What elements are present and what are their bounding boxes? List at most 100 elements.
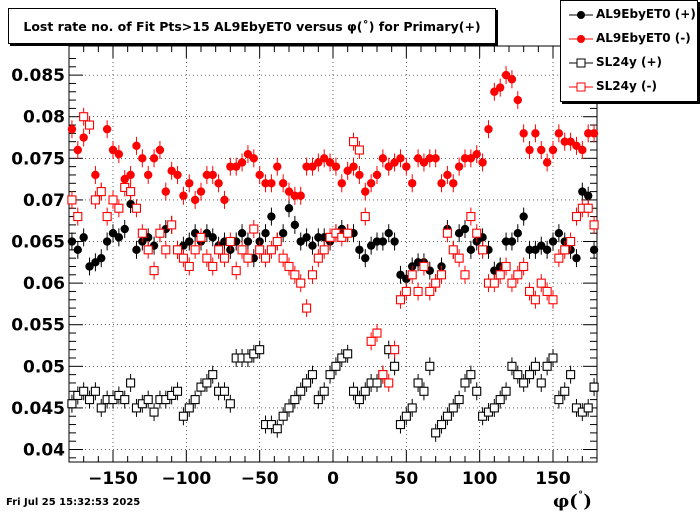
legend-entry-al9-minus: AL9EbyET0 (-) bbox=[561, 28, 697, 50]
data-point bbox=[583, 203, 593, 213]
data-point bbox=[290, 191, 300, 200]
data-point bbox=[137, 228, 147, 238]
data-point bbox=[67, 399, 77, 409]
data-point bbox=[178, 411, 188, 421]
data-point bbox=[524, 286, 535, 296]
data-point bbox=[454, 395, 464, 405]
data-point bbox=[519, 212, 528, 221]
data-point bbox=[360, 386, 370, 396]
data-point bbox=[284, 403, 294, 413]
data-point bbox=[114, 203, 124, 213]
data-point bbox=[513, 270, 523, 280]
data-point bbox=[79, 133, 88, 142]
data-point bbox=[589, 129, 599, 138]
data-point bbox=[272, 236, 282, 247]
data-point bbox=[554, 395, 564, 405]
plot-frame bbox=[68, 45, 598, 463]
data-point bbox=[243, 237, 253, 246]
data-point bbox=[372, 170, 382, 180]
data-point bbox=[178, 253, 188, 263]
data-point bbox=[542, 361, 552, 371]
data-point bbox=[79, 386, 89, 396]
data-point bbox=[442, 228, 452, 238]
data-point bbox=[255, 345, 265, 355]
data-point bbox=[343, 349, 353, 359]
data-point bbox=[290, 270, 300, 280]
data-point bbox=[513, 229, 522, 238]
data-point bbox=[237, 245, 247, 255]
data-point bbox=[155, 228, 165, 238]
data-point bbox=[208, 233, 217, 242]
data-point bbox=[126, 187, 136, 197]
data-point bbox=[536, 378, 546, 388]
data-point bbox=[589, 245, 599, 255]
data-point bbox=[390, 237, 399, 246]
legend-label: AL9EbyET0 (-) bbox=[596, 31, 691, 45]
data-point bbox=[96, 187, 106, 197]
data-point bbox=[126, 170, 135, 180]
y-tick-label: 0.045 bbox=[11, 399, 65, 419]
data-point bbox=[390, 345, 400, 355]
data-point bbox=[237, 158, 247, 167]
data-point bbox=[144, 170, 153, 180]
data-point bbox=[537, 241, 546, 250]
data-point bbox=[73, 145, 83, 155]
data-point bbox=[436, 270, 447, 280]
data-point bbox=[460, 224, 470, 234]
y-tick-label: 0.085 bbox=[11, 66, 65, 86]
data-point bbox=[202, 378, 212, 388]
data-point bbox=[401, 286, 411, 296]
data-point bbox=[572, 141, 581, 151]
y-tick-label: 0.08 bbox=[23, 108, 65, 128]
data-point bbox=[361, 187, 370, 196]
data-point bbox=[97, 253, 106, 263]
data-point bbox=[396, 270, 405, 279]
data-point bbox=[231, 266, 241, 276]
data-point bbox=[589, 220, 599, 230]
data-point bbox=[448, 245, 458, 255]
data-point bbox=[278, 411, 288, 421]
data-point bbox=[466, 154, 476, 163]
data-point bbox=[319, 245, 329, 255]
data-point bbox=[284, 204, 294, 213]
data-point bbox=[225, 236, 235, 247]
data-point bbox=[102, 237, 112, 246]
x-tick-label: 50 bbox=[394, 469, 418, 489]
data-point bbox=[372, 237, 382, 246]
data-point bbox=[90, 195, 100, 205]
data-point bbox=[589, 382, 599, 392]
data-point bbox=[108, 145, 118, 155]
data-point bbox=[537, 145, 546, 155]
data-point bbox=[284, 261, 294, 272]
data-point bbox=[372, 378, 382, 388]
data-point bbox=[184, 261, 194, 272]
x-tick-label: 100 bbox=[462, 469, 498, 489]
data-point bbox=[584, 129, 593, 138]
data-point bbox=[149, 154, 159, 163]
data-point bbox=[548, 145, 558, 155]
data-point bbox=[190, 195, 200, 205]
data-point bbox=[225, 399, 235, 409]
data-point bbox=[143, 395, 153, 405]
x-tick-label: −150 bbox=[88, 469, 138, 489]
data-point bbox=[437, 179, 446, 188]
data-point bbox=[214, 245, 224, 255]
data-point bbox=[126, 378, 136, 388]
data-point bbox=[530, 295, 540, 305]
legend-label: SL24y (+) bbox=[596, 55, 663, 69]
data-point bbox=[425, 286, 435, 296]
data-point bbox=[190, 395, 200, 405]
data-point bbox=[360, 212, 370, 222]
data-point bbox=[102, 212, 112, 222]
data-point bbox=[355, 245, 364, 255]
data-point bbox=[519, 261, 529, 272]
data-point bbox=[161, 245, 171, 255]
data-point bbox=[384, 229, 393, 238]
data-point bbox=[354, 395, 364, 405]
y-tick-label: 0.04 bbox=[23, 441, 65, 461]
data-point bbox=[460, 378, 470, 388]
data-point bbox=[319, 386, 329, 396]
data-point bbox=[466, 245, 476, 255]
data-point bbox=[314, 158, 323, 167]
x-tick-label: 0 bbox=[327, 469, 339, 489]
